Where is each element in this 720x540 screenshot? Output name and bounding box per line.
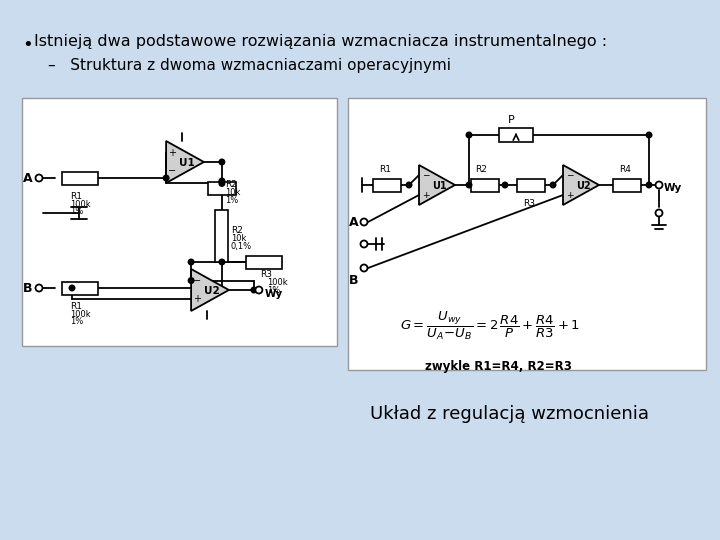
Polygon shape — [563, 165, 599, 205]
Text: $G = \dfrac{U_{wy}}{U_A\!-\!U_B} = 2\,\dfrac{R4}{P} + \dfrac{R4}{R3} + 1$: $G = \dfrac{U_{wy}}{U_A\!-\!U_B} = 2\,\d… — [400, 310, 580, 342]
Circle shape — [503, 182, 508, 188]
Text: −: − — [168, 166, 176, 177]
Text: R3: R3 — [260, 270, 272, 279]
Text: 10k: 10k — [225, 188, 240, 197]
Bar — [517, 179, 545, 192]
Circle shape — [251, 287, 257, 293]
Text: −: − — [422, 171, 430, 179]
Bar — [613, 179, 641, 192]
Text: A: A — [349, 215, 359, 228]
Text: •: • — [22, 36, 32, 54]
Polygon shape — [191, 269, 229, 311]
Bar — [62, 172, 98, 185]
Text: U1: U1 — [432, 181, 446, 191]
Text: 10k: 10k — [231, 234, 246, 243]
Circle shape — [467, 182, 472, 188]
Text: R1: R1 — [70, 302, 82, 311]
Bar — [208, 181, 236, 194]
Text: U2: U2 — [204, 286, 220, 296]
Text: Wy: Wy — [265, 289, 283, 299]
Text: 1%: 1% — [225, 196, 238, 205]
Text: 100k: 100k — [70, 200, 91, 209]
Text: −: − — [566, 171, 574, 179]
Text: R3: R3 — [523, 199, 535, 208]
Text: Wy: Wy — [664, 183, 683, 193]
Text: Układ z regulacją wzmocnienia: Układ z regulacją wzmocnienia — [371, 405, 649, 423]
Circle shape — [189, 259, 194, 265]
Text: U2: U2 — [576, 181, 590, 191]
Text: Istnieją dwa podstawowe rozwiązania wzmacniacza instrumentalnego :: Istnieją dwa podstawowe rozwiązania wzma… — [34, 34, 607, 49]
Text: R4: R4 — [619, 165, 631, 174]
Text: 1%: 1% — [70, 317, 84, 326]
Text: R1: R1 — [70, 192, 82, 201]
Circle shape — [69, 285, 75, 291]
Circle shape — [256, 287, 262, 294]
Text: 1%: 1% — [267, 286, 280, 295]
Circle shape — [647, 132, 652, 138]
Circle shape — [219, 159, 225, 165]
Text: 0,1%: 0,1% — [231, 242, 252, 251]
Circle shape — [550, 182, 556, 188]
Text: 100k: 100k — [70, 310, 91, 319]
Text: +: + — [193, 294, 201, 305]
Circle shape — [189, 278, 194, 284]
Circle shape — [361, 240, 367, 247]
Text: R2: R2 — [225, 180, 237, 189]
Text: U1: U1 — [179, 158, 195, 168]
Text: R1: R1 — [379, 165, 391, 174]
Circle shape — [163, 175, 169, 181]
Text: B: B — [23, 281, 32, 294]
Circle shape — [406, 182, 412, 188]
Circle shape — [35, 174, 42, 181]
Circle shape — [655, 210, 662, 217]
Text: +: + — [168, 147, 176, 158]
Circle shape — [35, 285, 42, 292]
Circle shape — [361, 265, 367, 272]
Text: R2: R2 — [475, 165, 487, 174]
Circle shape — [467, 132, 472, 138]
Circle shape — [647, 182, 652, 188]
Polygon shape — [419, 165, 455, 205]
Text: +: + — [422, 191, 430, 199]
Polygon shape — [166, 141, 204, 183]
Text: −: − — [193, 275, 201, 286]
Bar — [215, 210, 228, 262]
Circle shape — [219, 178, 225, 184]
Circle shape — [219, 181, 225, 186]
Text: B: B — [349, 273, 359, 287]
Text: zwykle R1=R4, R2=R3: zwykle R1=R4, R2=R3 — [425, 360, 572, 373]
Bar — [62, 281, 98, 294]
Circle shape — [361, 219, 367, 226]
Bar — [246, 255, 282, 268]
Bar — [373, 179, 401, 192]
Circle shape — [655, 181, 662, 188]
Bar — [499, 128, 533, 142]
Text: 100k: 100k — [267, 278, 287, 287]
Text: –   Struktura z dwoma wzmacniaczami operacyjnymi: – Struktura z dwoma wzmacniaczami operac… — [48, 58, 451, 73]
Text: A: A — [23, 172, 33, 185]
Bar — [22, 98, 337, 346]
Text: P: P — [508, 115, 514, 125]
Text: +: + — [566, 191, 574, 199]
Text: R2: R2 — [231, 226, 243, 235]
Text: 1%: 1% — [70, 207, 84, 216]
Bar — [348, 98, 706, 370]
Circle shape — [219, 259, 225, 265]
Bar — [471, 179, 499, 192]
